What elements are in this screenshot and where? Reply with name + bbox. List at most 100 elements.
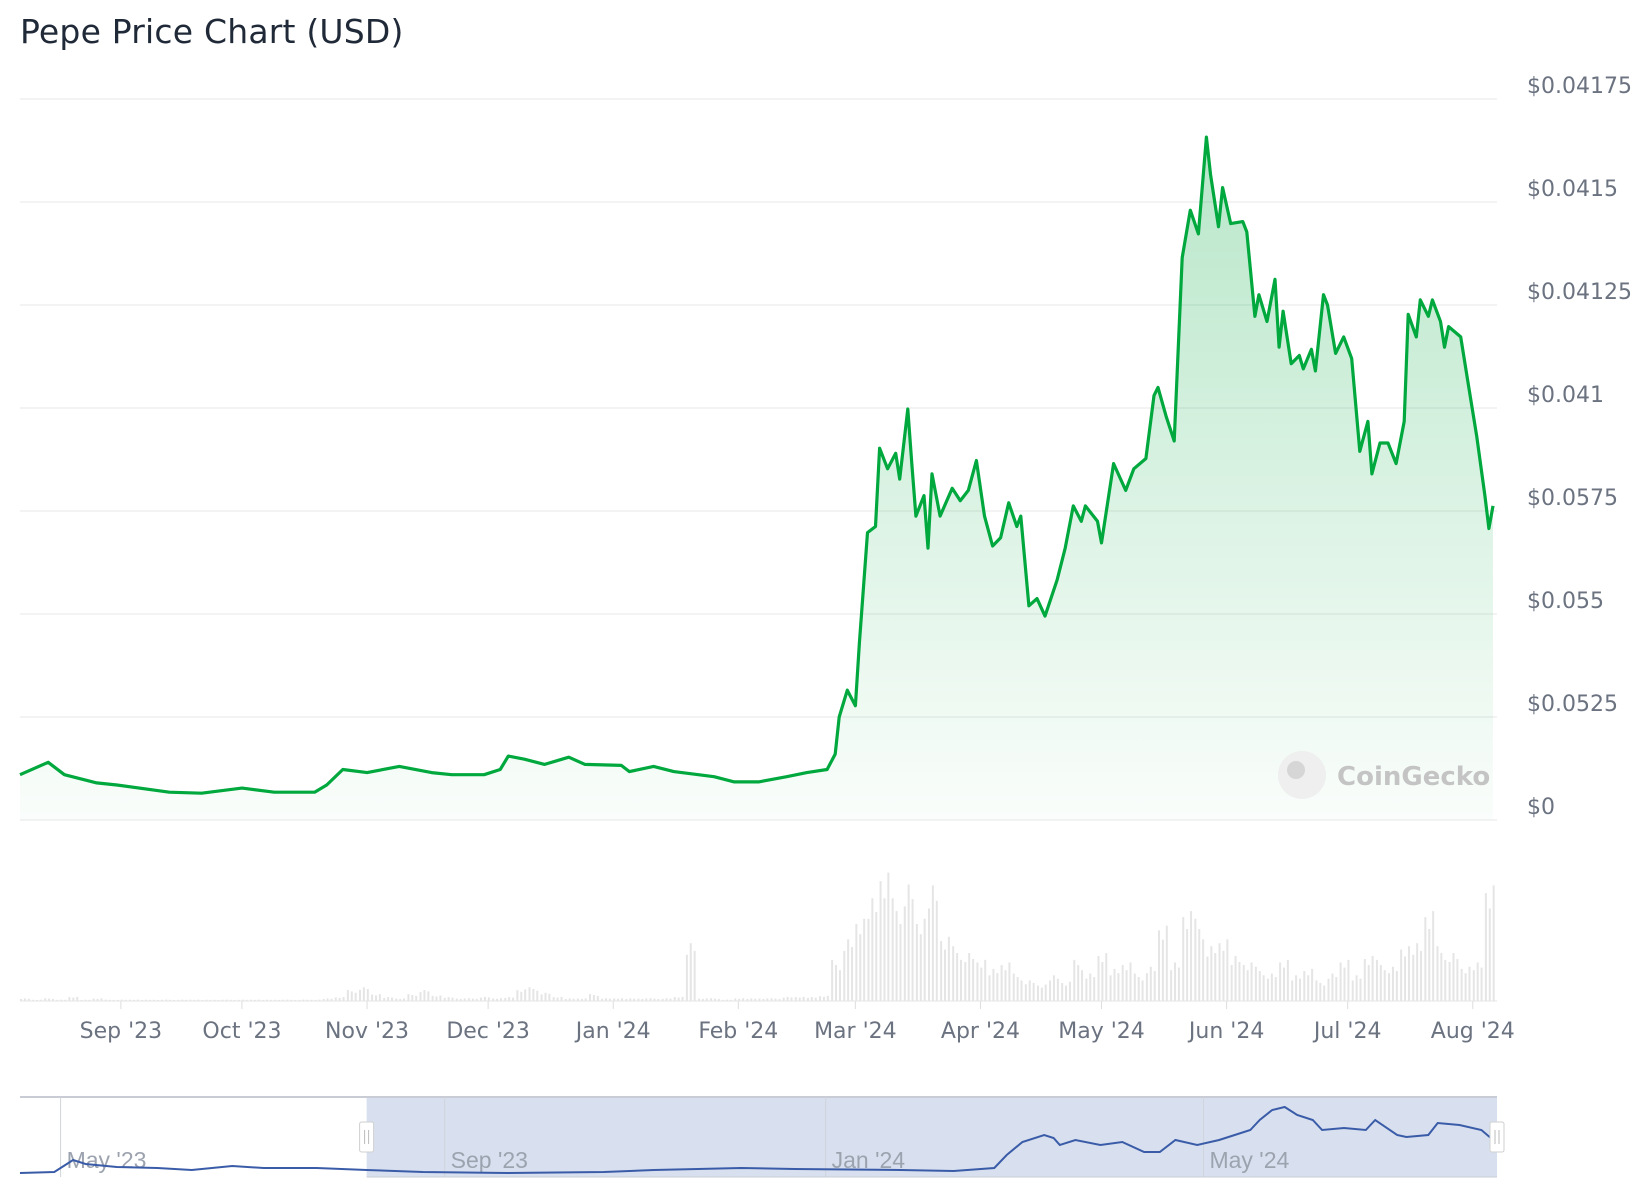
volume-bar bbox=[1141, 980, 1144, 1001]
volume-bar bbox=[1335, 977, 1338, 1001]
volume-bar bbox=[1016, 977, 1019, 1001]
volume-bar bbox=[475, 998, 478, 1001]
volume-bar bbox=[1012, 973, 1015, 1001]
navigator-selection[interactable] bbox=[366, 1097, 1498, 1177]
volume-bar bbox=[843, 950, 846, 1001]
volume-bar bbox=[241, 999, 244, 1001]
volume-bar bbox=[835, 965, 838, 1001]
volume-bar bbox=[177, 999, 180, 1001]
volume-bar bbox=[423, 990, 426, 1001]
volume-bar bbox=[1323, 985, 1326, 1001]
volume-bar bbox=[617, 998, 620, 1001]
volume-bar bbox=[278, 999, 281, 1001]
volume-bar bbox=[592, 995, 595, 1001]
volume-bar bbox=[516, 990, 519, 1001]
volume-bar bbox=[1444, 959, 1447, 1001]
volume-bar bbox=[225, 999, 228, 1001]
handle-body[interactable] bbox=[1489, 1121, 1505, 1153]
volume-bar bbox=[1282, 967, 1285, 1001]
volume-bar bbox=[269, 999, 272, 1001]
volume-bar bbox=[1383, 970, 1386, 1001]
volume-bar bbox=[750, 998, 753, 1001]
volume-bar bbox=[1395, 971, 1398, 1001]
volume-bar bbox=[387, 997, 390, 1001]
volume-bar bbox=[1056, 978, 1059, 1001]
volume-bar bbox=[693, 950, 696, 1001]
volume-bar bbox=[964, 962, 967, 1001]
volume-bar bbox=[1145, 973, 1148, 1001]
handle-body[interactable] bbox=[359, 1121, 375, 1153]
volume-bar bbox=[1436, 946, 1439, 1001]
volume-bar bbox=[169, 999, 172, 1001]
volume-bar bbox=[1351, 980, 1354, 1001]
volume-bar bbox=[1274, 977, 1277, 1001]
volume-bar bbox=[334, 997, 337, 1001]
volume-bar bbox=[1061, 983, 1064, 1001]
navigator-left-handle[interactable] bbox=[359, 1121, 375, 1153]
volume-bar bbox=[56, 999, 59, 1001]
navigator-right-handle[interactable] bbox=[1489, 1121, 1505, 1153]
volume-bar bbox=[972, 959, 975, 1001]
volume-bar bbox=[266, 999, 269, 1001]
volume-bar bbox=[673, 997, 676, 1001]
volume-bar bbox=[1040, 987, 1043, 1001]
volume-bar bbox=[887, 872, 890, 1001]
x-tick-label: May '24 bbox=[1058, 1019, 1145, 1044]
volume-bar bbox=[657, 998, 660, 1001]
volume-bar bbox=[1238, 962, 1241, 1001]
volume-bar bbox=[1242, 965, 1245, 1001]
volume-bar bbox=[536, 990, 539, 1001]
volume-bar bbox=[132, 999, 135, 1001]
volume-bar bbox=[1295, 975, 1298, 1001]
volume-bar bbox=[96, 998, 99, 1001]
volume-bar bbox=[1109, 975, 1112, 1001]
volume-bar bbox=[124, 999, 127, 1001]
volume-bar bbox=[641, 998, 644, 1001]
volume-bar bbox=[1024, 984, 1027, 1001]
volume-bar bbox=[1460, 968, 1463, 1001]
volume-bar bbox=[1343, 967, 1346, 1001]
volume-bar bbox=[1363, 959, 1366, 1001]
volume-bar bbox=[1089, 973, 1092, 1001]
volume-bar bbox=[411, 995, 414, 1001]
volume-bar bbox=[613, 998, 616, 1001]
coingecko-logo-eye bbox=[1287, 761, 1305, 779]
volume-bar bbox=[1121, 965, 1124, 1001]
volume-bar bbox=[814, 997, 817, 1001]
volume-bar bbox=[314, 999, 317, 1001]
volume-bars bbox=[20, 872, 1495, 1001]
volume-bar bbox=[931, 885, 934, 1001]
volume-bar bbox=[185, 999, 188, 1001]
volume-bar bbox=[262, 999, 265, 1001]
volume-bar bbox=[528, 987, 531, 1001]
volume-bar bbox=[447, 997, 450, 1001]
volume-bar bbox=[108, 999, 111, 1001]
volume-bar bbox=[165, 999, 168, 1001]
volume-bar bbox=[746, 998, 749, 1001]
y-axis: $0 $0.0525 $0.055 $0.0575 $0.041 $0.04125 $0.0… bbox=[1527, 74, 1632, 820]
volume-bar bbox=[1182, 917, 1185, 1001]
volume-bar bbox=[855, 923, 858, 1001]
volume-bar bbox=[467, 998, 470, 1001]
x-tick-label: Dec '23 bbox=[446, 1019, 530, 1044]
volume-bar bbox=[415, 995, 418, 1001]
volume-bar bbox=[395, 998, 398, 1001]
volume-bar bbox=[1262, 975, 1265, 1001]
volume-bar bbox=[713, 998, 716, 1001]
volume-bar bbox=[310, 999, 313, 1001]
volume-bar bbox=[1266, 978, 1269, 1001]
volume-bar bbox=[584, 998, 587, 1001]
volume-bar bbox=[253, 999, 256, 1001]
volume-bar bbox=[819, 996, 822, 1001]
navigator[interactable]: May '23 Sep '23 Jan '24 May '24 bbox=[19, 1096, 1505, 1178]
volume-bar bbox=[540, 994, 543, 1001]
volume-bar bbox=[883, 898, 886, 1001]
x-tick-label: Oct '23 bbox=[202, 1019, 281, 1044]
volume-bar bbox=[859, 934, 862, 1001]
y-tick-label: $0.0415 bbox=[1527, 177, 1618, 202]
price-line[interactable] bbox=[19, 135, 1495, 795]
volume-bar bbox=[766, 998, 769, 1001]
volume-bar bbox=[1117, 973, 1120, 1001]
price-area bbox=[20, 137, 1493, 821]
volume-bar bbox=[762, 998, 765, 1001]
